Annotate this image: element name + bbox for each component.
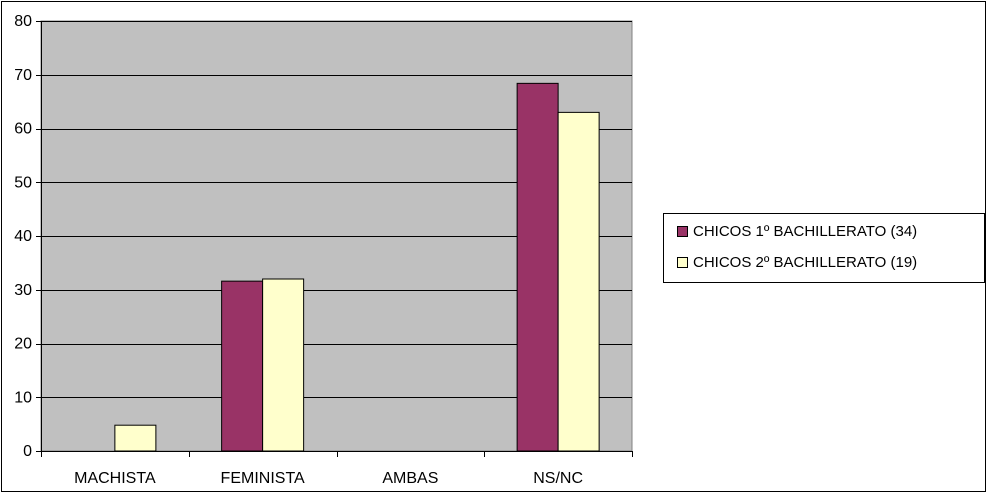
bar-series-1-ns-nc xyxy=(516,82,559,452)
y-tick-label: 60 xyxy=(14,121,32,138)
x-axis-tick-labels: MACHISTA FEMINISTA AMBAS NS/NC xyxy=(74,470,583,487)
y-axis-tick-labels: 0 10 20 30 40 50 60 70 80 xyxy=(14,13,32,460)
y-tick-label: 70 xyxy=(14,67,32,84)
legend-item-series-1: CHICOS 1º BACHILLERATO (34) xyxy=(677,221,917,241)
y-tick-label: 30 xyxy=(14,282,32,299)
y-tick-label: 10 xyxy=(14,389,32,406)
bars xyxy=(114,82,600,452)
legend-item-series-2: CHICOS 2º BACHILLERATO (19) xyxy=(677,252,917,272)
x-tick-label: MACHISTA xyxy=(74,470,156,487)
axes xyxy=(36,21,633,457)
bar-series-1-feminista xyxy=(221,280,264,452)
legend-swatch-series-1 xyxy=(677,225,688,237)
y-tick-label: 0 xyxy=(23,443,32,460)
legend-label-series-1: CHICOS 1º BACHILLERATO (34) xyxy=(693,222,918,240)
legend: CHICOS 1º BACHILLERATO (34) CHICOS 2º BA… xyxy=(663,213,985,283)
bar-series-2-ns-nc xyxy=(557,111,600,452)
legend-label-series-2: CHICOS 2º BACHILLERATO (19) xyxy=(693,253,918,271)
x-tick-label: AMBAS xyxy=(382,470,438,487)
x-tick-label: FEMINISTA xyxy=(221,470,305,487)
legend-swatch-series-2 xyxy=(677,256,688,268)
y-tick-label: 40 xyxy=(14,228,32,245)
bar-series-2-feminista xyxy=(262,278,305,452)
x-tick-label: NS/NC xyxy=(533,470,583,487)
bar-series-2-machista xyxy=(114,424,157,452)
y-tick-label: 50 xyxy=(14,174,32,191)
y-tick-label: 80 xyxy=(14,13,32,30)
y-tick-label: 20 xyxy=(14,336,32,353)
